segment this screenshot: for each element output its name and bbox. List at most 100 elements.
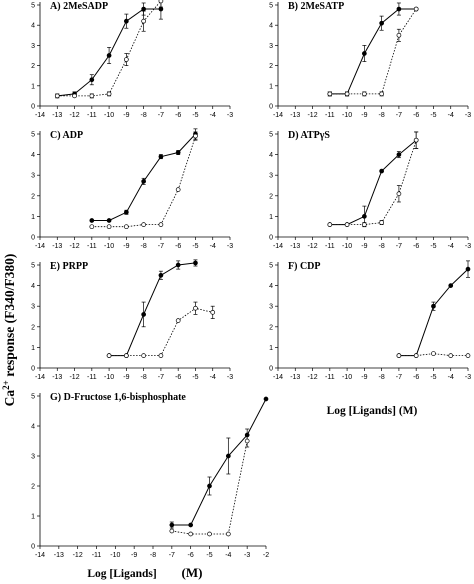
y-tick-label: 3 [269, 173, 273, 180]
x-tick-label: -12 [69, 112, 79, 119]
x-tick-label: -4 [448, 374, 454, 381]
panel-letter: C) [50, 130, 63, 141]
data-point-filled [193, 260, 198, 266]
x-tick-label: -10 [342, 374, 352, 381]
x-tick-label: -4 [210, 112, 216, 119]
data-point-open [465, 353, 471, 358]
data-point-open [54, 93, 60, 99]
x-tick-label: -11 [325, 112, 335, 119]
series-line-filled [109, 262, 196, 357]
data-point-open [431, 351, 436, 356]
y-tick-label: 3 [31, 173, 35, 180]
y-tick-label: 0 [31, 235, 35, 242]
x-tick-label: -8 [141, 112, 147, 119]
data-point-filled [465, 266, 471, 272]
x-tick-label: -9 [361, 112, 367, 119]
data-point-open [158, 353, 164, 358]
x-tick-label: -14 [273, 374, 283, 381]
data-point-open [362, 91, 367, 97]
panel-ligand-name: ADP [63, 130, 84, 141]
data-point-open [106, 353, 112, 358]
x-tick-label: -13 [290, 243, 300, 250]
data-point-filled [379, 168, 384, 174]
y-tick-label: 0 [269, 366, 273, 373]
data-point-filled [106, 218, 112, 223]
panel-letter: F) [288, 261, 300, 272]
data-point-open [169, 528, 175, 534]
data-point-open [193, 305, 198, 311]
y-tick-label: 0 [269, 235, 273, 242]
x-tick-label: -13 [290, 374, 300, 381]
y-tick-label: 4 [269, 283, 273, 290]
x-tick-label: -12 [307, 374, 317, 381]
data-point-open [207, 531, 212, 537]
series-line-open [171, 440, 248, 535]
panel-5: 0 1 2 3 4 5 -14 -13 -12 -11 -10 -9 -8 -7 -6 -5 -4 -3 E) PR… [31, 259, 233, 381]
x-tick-label: -7 [158, 112, 164, 119]
x-tick-label: -3 [465, 112, 471, 119]
series-line-open [329, 8, 417, 95]
y-tick-label: 5 [269, 3, 273, 10]
data-point-filled [124, 18, 129, 24]
x-tick-label: -10 [104, 112, 114, 119]
x-tick-label: -6 [175, 374, 181, 381]
y-tick-label: 1 [31, 83, 35, 90]
series-line-filled [329, 8, 417, 95]
data-point-open [225, 531, 231, 537]
data-point-open [124, 57, 129, 62]
x-tick-label: -7 [396, 374, 402, 381]
y-tick-label: 0 [31, 104, 35, 111]
panel-title: D) ATPγS [288, 130, 330, 141]
x-tick-label: -8 [379, 243, 385, 250]
panel-ligand-name: CDP [300, 261, 321, 272]
data-point-filled [207, 483, 212, 489]
x-tick-label: -13 [52, 374, 62, 381]
panel-letter: G) [50, 392, 64, 403]
data-point-filled [158, 154, 164, 160]
y-tick-label: 4 [31, 23, 35, 30]
data-point-open [327, 222, 333, 227]
data-point-open [158, 0, 164, 4]
y-axis-label-rest: response (F340/F380) [2, 254, 17, 381]
data-point-open [141, 18, 146, 24]
data-point-open [89, 224, 95, 230]
data-point-open [413, 137, 419, 143]
panel-3: 0 1 2 3 4 5 -14 -13 -12 -11 -10 -9 -8 -7 -6 -5 -4 -3 C) AD… [31, 128, 233, 250]
x-tick-label: -12 [69, 374, 79, 381]
panel-7: 0 1 2 3 4 5 -14 -13 -12 -11 -10 -9 -8 -7 -6 -5 -4 -3 -2 G) … [31, 392, 269, 559]
series-line-filled [329, 139, 417, 226]
y-tick-label: 1 [269, 214, 273, 221]
x-tick-label: -8 [150, 552, 156, 559]
x-tick-label: -3 [227, 374, 233, 381]
panel-title: B) 2MeSATP [288, 1, 344, 12]
data-point-filled [225, 453, 231, 459]
x-tick-label: -3 [227, 112, 233, 119]
y-tick-label: 0 [31, 544, 35, 551]
data-point-open [244, 438, 250, 444]
series-line-open [398, 353, 468, 357]
data-point-filled [175, 150, 181, 155]
data-point-filled [431, 303, 436, 309]
data-point-filled [89, 218, 95, 223]
x-tick-label: -6 [188, 552, 194, 559]
y-tick-label: 2 [31, 484, 35, 491]
y-tick-label: 1 [269, 83, 273, 90]
data-point-filled [396, 6, 402, 12]
panel-ligand-name: ATPγS [301, 130, 331, 141]
panel-2: 0 1 2 3 4 5 -14 -13 -12 -11 -10 -9 -8 -7 -6 -5 -4 -3 B) 2M… [269, 1, 471, 119]
y-tick-label: 5 [31, 263, 35, 270]
x-tick-label: -8 [379, 112, 385, 119]
y-tick-label: 5 [269, 132, 273, 139]
x-tick-label: -12 [73, 552, 83, 559]
x-tick-label: -14 [35, 112, 45, 119]
x-tick-label: -5 [192, 112, 198, 119]
x-tick-label: -6 [413, 374, 419, 381]
data-point-open [124, 353, 129, 358]
x-tick-label: -7 [158, 374, 164, 381]
x-tick-label: -5 [206, 552, 212, 559]
data-point-open [396, 191, 402, 197]
data-point-open [89, 93, 95, 99]
x-axis-label-bottom-unit: (M) [182, 565, 203, 580]
y-tick-label: 3 [269, 43, 273, 50]
data-point-open [175, 318, 181, 323]
